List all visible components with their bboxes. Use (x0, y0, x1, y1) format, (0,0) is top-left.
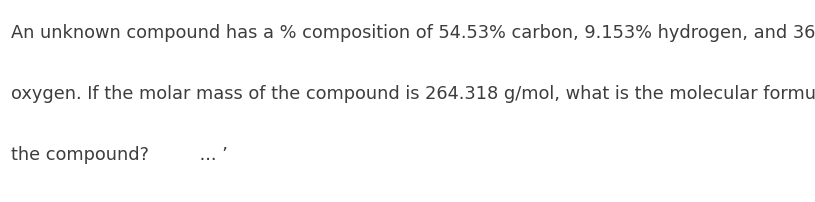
Text: oxygen. If the molar mass of the compound is 264.318 g/mol, what is the molecula: oxygen. If the molar mass of the compoun… (11, 85, 815, 103)
Text: An unknown compound has a % composition of 54.53% carbon, 9.153% hydrogen, and 3: An unknown compound has a % composition … (11, 24, 815, 42)
Text: the compound?         ... ʼ: the compound? ... ʼ (11, 145, 227, 163)
